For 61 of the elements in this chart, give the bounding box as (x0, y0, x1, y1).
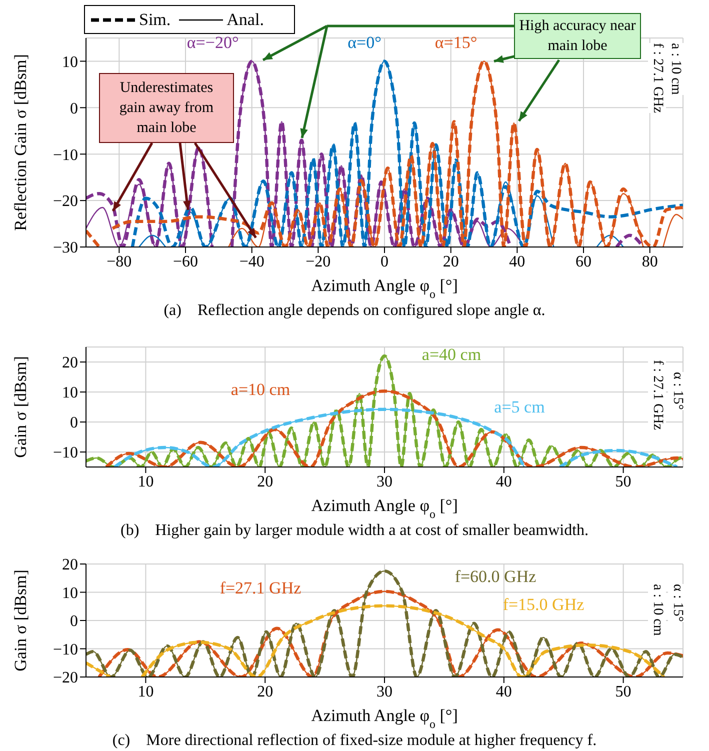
x-tick-label: −20 (306, 253, 331, 270)
x-axis-title: Azimuth Angle φ$_{o}$ [°] (311, 496, 458, 521)
y-tick-label: −10 (52, 146, 78, 164)
annotation: α : 15° (668, 372, 686, 410)
series-label: f=60.0 GHz (454, 566, 537, 586)
series-label: α=−20° (186, 33, 239, 52)
y-tick-label: 0 (70, 100, 78, 118)
x-tick-label: 60 (576, 253, 592, 270)
annotation: a : 10 cm (648, 584, 666, 636)
text: Anal. (226, 10, 264, 30)
x-axis-title: Azimuth Angle φ$_{o}$ [°] (311, 276, 458, 301)
y-tick-label: −20 (52, 670, 78, 687)
annotation: f : 27.1 GHz (648, 360, 666, 430)
x-axis-title: Azimuth Angle φ$_{o}$ [°] (311, 706, 458, 731)
x-tick-label: 20 (257, 683, 274, 700)
x-tick-label: 30 (376, 473, 392, 490)
x-tick-label: 30 (376, 683, 392, 700)
x-tick-label: 50 (615, 473, 632, 490)
series-label: a=40 cm (422, 344, 482, 364)
x-tick-label: 10 (138, 683, 154, 700)
y-axis-title: Reflection Gain σ [dBsm] (10, 54, 30, 231)
annotation: f : 27.1 GHz (648, 43, 666, 113)
text: (b) Higher gain by larger module width a at cost of smaller beamwidth. (119, 521, 590, 541)
y-tick-label: 0 (70, 414, 78, 432)
series-label: α=0° (348, 33, 382, 52)
x-tick-label: 20 (257, 473, 274, 490)
x-tick-label: 40 (496, 683, 512, 700)
y-tick-label: 10 (62, 584, 78, 602)
text: f=27.1 GHz (220, 578, 302, 598)
y-tick-label: 10 (62, 384, 78, 402)
x-tick-label: 0 (380, 253, 388, 270)
x-tick-label: 10 (138, 473, 154, 490)
x-tick-label: −40 (239, 253, 264, 270)
annotation: α : 15° (668, 584, 686, 622)
y-tick-label: −10 (52, 641, 78, 658)
x-tick-label: 40 (509, 253, 526, 270)
series-label: α=15° (434, 33, 478, 52)
x-tick-label: −60 (172, 253, 198, 270)
y-tick-label: 20 (62, 556, 78, 574)
text: (a) Reflection angle depends on configured slope angle α. (162, 301, 546, 321)
y-tick-label: 20 (62, 354, 78, 372)
series-label: f=15.0 GHz (502, 594, 585, 614)
x-tick-label: −80 (106, 253, 132, 270)
y-tick-label: −30 (52, 240, 78, 257)
annotation: Underestimates gain away from main lobe (99, 73, 234, 143)
y-axis-title: Gain σ [dBsm] (10, 570, 30, 672)
text: (c) More directional reflection of fixed-size module at higher frequency f. (111, 731, 598, 751)
annotation: High accuracy near main lobe (514, 13, 641, 59)
y-tick-label: 10 (62, 54, 78, 71)
y-tick-label: 0 (70, 613, 78, 630)
annotation: a : 10 cm (666, 43, 684, 95)
x-tick-label: 80 (642, 253, 658, 270)
y-tick-label: −20 (52, 193, 78, 210)
x-tick-label: 40 (496, 473, 512, 490)
series-label: a=5 cm (494, 397, 545, 416)
text: a=10 cm (230, 380, 290, 400)
y-axis-title: Gain σ [dBsm] (10, 356, 30, 458)
y-tick-label: −10 (52, 444, 78, 462)
x-tick-label: 50 (615, 683, 632, 700)
x-tick-label: 20 (442, 253, 459, 270)
text: Sim. (139, 10, 171, 30)
